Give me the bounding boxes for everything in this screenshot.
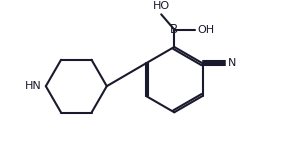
Text: B: B (170, 23, 178, 36)
Text: HN: HN (25, 81, 41, 91)
Text: N: N (228, 58, 236, 68)
Text: HO: HO (152, 1, 170, 11)
Text: OH: OH (197, 25, 214, 34)
